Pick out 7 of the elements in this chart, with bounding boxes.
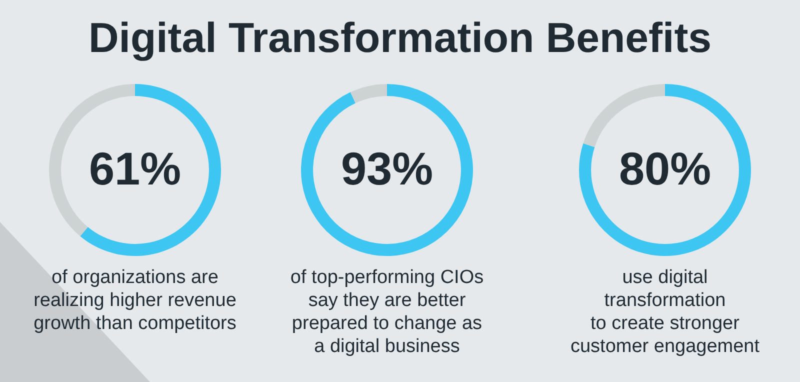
text: of organizations are realizing higher revenue growth than competitors bbox=[32, 266, 238, 335]
data-label: 80% bbox=[618, 142, 712, 195]
text: of top-performing CIOs say they are better prepared to change as a digital business bbox=[289, 266, 485, 358]
data-label: 61% bbox=[88, 142, 182, 195]
text: Digital Transformation Benefits bbox=[87, 14, 713, 62]
data-label: 93% bbox=[340, 142, 434, 195]
text: use digital transformation to create stronger customer engagement bbox=[569, 266, 761, 358]
